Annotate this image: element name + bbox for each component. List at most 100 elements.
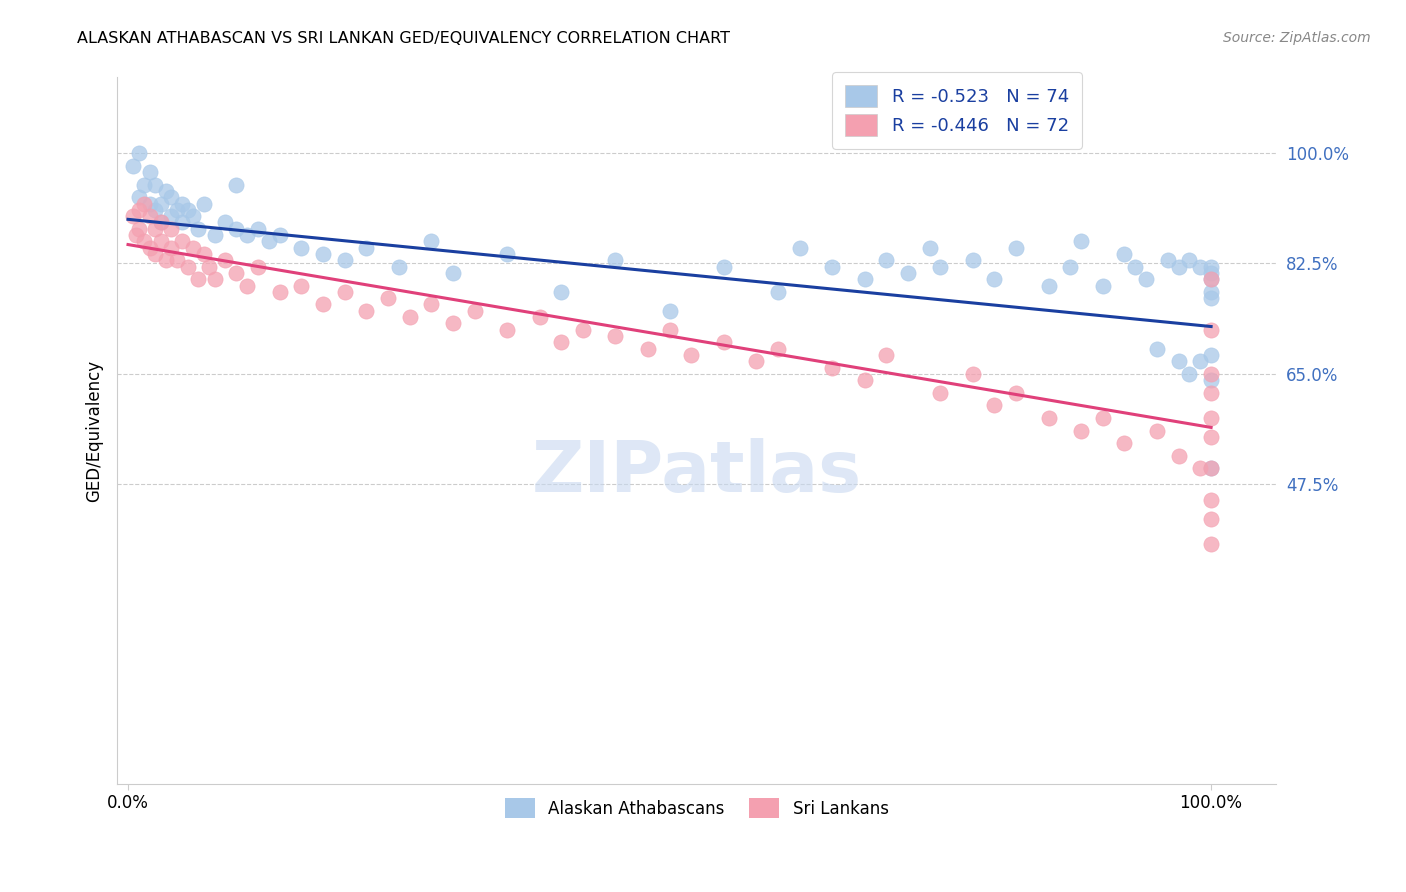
- Point: [1157, 253, 1180, 268]
- Point: [1059, 260, 1081, 274]
- Point: [269, 285, 291, 299]
- Point: [122, 209, 145, 223]
- Point: [1199, 537, 1222, 551]
- Point: [605, 253, 627, 268]
- Point: [875, 348, 897, 362]
- Point: [1189, 461, 1212, 475]
- Point: [464, 303, 486, 318]
- Point: [138, 196, 160, 211]
- Point: [204, 272, 226, 286]
- Point: [1070, 235, 1092, 249]
- Point: [441, 317, 464, 331]
- Point: [236, 278, 259, 293]
- Point: [214, 215, 236, 229]
- Point: [124, 228, 146, 243]
- Point: [172, 235, 194, 249]
- Point: [637, 342, 659, 356]
- Point: [1167, 449, 1189, 463]
- Point: [122, 159, 145, 173]
- Point: [1199, 373, 1222, 387]
- Point: [193, 196, 215, 211]
- Point: [1199, 492, 1222, 507]
- Point: [1199, 385, 1222, 400]
- Point: [160, 190, 183, 204]
- Point: [398, 310, 420, 324]
- Point: [155, 253, 177, 268]
- Point: [1005, 385, 1028, 400]
- Y-axis label: GED/Equivalency: GED/Equivalency: [86, 359, 103, 501]
- Point: [155, 184, 177, 198]
- Point: [193, 247, 215, 261]
- Point: [496, 247, 519, 261]
- Point: [983, 272, 1005, 286]
- Point: [1038, 278, 1060, 293]
- Point: [1199, 323, 1222, 337]
- Point: [918, 241, 941, 255]
- Point: [766, 285, 789, 299]
- Point: [1199, 411, 1222, 425]
- Point: [290, 241, 312, 255]
- Point: [356, 303, 378, 318]
- Point: [1167, 260, 1189, 274]
- Point: [1114, 247, 1136, 261]
- Point: [134, 235, 156, 249]
- Point: [1199, 461, 1222, 475]
- Point: [789, 241, 811, 255]
- Point: [290, 278, 312, 293]
- Point: [138, 209, 160, 223]
- Point: [128, 221, 150, 235]
- Point: [128, 190, 150, 204]
- Point: [529, 310, 551, 324]
- Point: [214, 253, 236, 268]
- Point: [929, 260, 952, 274]
- Point: [1070, 424, 1092, 438]
- Point: [1038, 411, 1060, 425]
- Point: [172, 215, 194, 229]
- Point: [312, 247, 335, 261]
- Point: [1146, 342, 1168, 356]
- Point: [236, 228, 259, 243]
- Point: [187, 272, 209, 286]
- Point: [1189, 260, 1212, 274]
- Point: [1114, 436, 1136, 450]
- Point: [821, 360, 844, 375]
- Point: [333, 253, 356, 268]
- Point: [1167, 354, 1189, 368]
- Point: [176, 202, 198, 217]
- Point: [134, 178, 156, 192]
- Point: [962, 367, 984, 381]
- Point: [198, 260, 221, 274]
- Point: [160, 221, 183, 235]
- Point: [143, 247, 166, 261]
- Point: [681, 348, 703, 362]
- Point: [160, 209, 183, 223]
- Point: [1199, 367, 1222, 381]
- Point: [172, 196, 194, 211]
- Point: [128, 146, 150, 161]
- Point: [181, 209, 204, 223]
- Text: ZIPatlas: ZIPatlas: [531, 439, 862, 508]
- Point: [388, 260, 411, 274]
- Point: [1189, 354, 1212, 368]
- Point: [766, 342, 789, 356]
- Point: [246, 221, 269, 235]
- Point: [1091, 411, 1114, 425]
- Point: [149, 215, 172, 229]
- Point: [356, 241, 378, 255]
- Legend: Alaskan Athabascans, Sri Lankans: Alaskan Athabascans, Sri Lankans: [498, 791, 896, 825]
- Point: [225, 221, 247, 235]
- Point: [149, 235, 172, 249]
- Point: [143, 221, 166, 235]
- Point: [1199, 512, 1222, 526]
- Point: [312, 297, 335, 311]
- Point: [1199, 285, 1222, 299]
- Point: [1199, 291, 1222, 305]
- Point: [420, 297, 443, 311]
- Point: [572, 323, 595, 337]
- Point: [128, 202, 150, 217]
- Point: [496, 323, 519, 337]
- Point: [1199, 348, 1222, 362]
- Point: [225, 178, 247, 192]
- Point: [377, 291, 399, 305]
- Point: [269, 228, 291, 243]
